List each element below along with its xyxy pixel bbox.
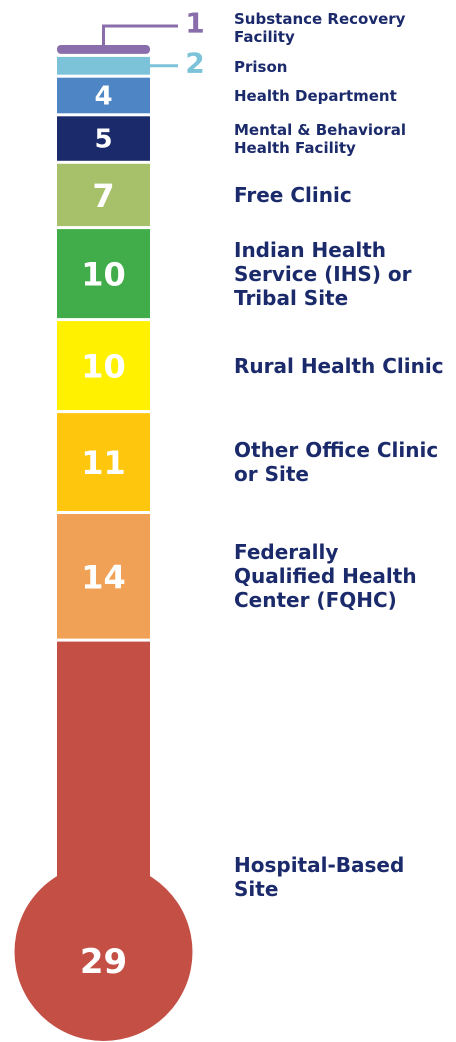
category-label: Indian Health Service (IHS) or Tribal Si… — [234, 237, 412, 310]
value-label: 14 — [81, 558, 126, 596]
segment — [57, 77, 150, 114]
segment — [57, 45, 150, 54]
segment — [57, 56, 150, 75]
category-label: Federally Qualified Health Center (FQHC) — [234, 540, 417, 613]
category-label: Other Office Clinic or Site — [234, 438, 439, 487]
value-label: 1 — [185, 7, 204, 40]
value-label: 29 — [80, 942, 127, 982]
category-label: Health Department — [234, 86, 397, 105]
value-label: 10 — [81, 348, 126, 386]
segment — [57, 163, 150, 227]
category-label: Prison — [234, 58, 288, 76]
connector — [102, 24, 178, 45]
category-label: Mental & Behavioral Health Facility — [234, 120, 407, 157]
segment — [57, 229, 150, 319]
value-label: 10 — [81, 256, 126, 294]
category-label: Substance Recovery Facility — [234, 10, 406, 46]
category-label: Rural Health Clinic — [234, 353, 444, 378]
segment — [57, 321, 150, 411]
value-label: 11 — [81, 444, 126, 482]
bulb — [14, 863, 193, 1041]
segment — [57, 514, 150, 639]
value-label: 7 — [92, 177, 114, 215]
category-label: Hospital-Based Site — [234, 853, 405, 901]
category-label: Free Clinic — [234, 182, 352, 207]
value-label: 5 — [94, 125, 112, 155]
segment — [57, 116, 150, 161]
segment — [57, 413, 150, 511]
value-label: 2 — [185, 46, 204, 79]
value-label: 4 — [94, 82, 112, 112]
